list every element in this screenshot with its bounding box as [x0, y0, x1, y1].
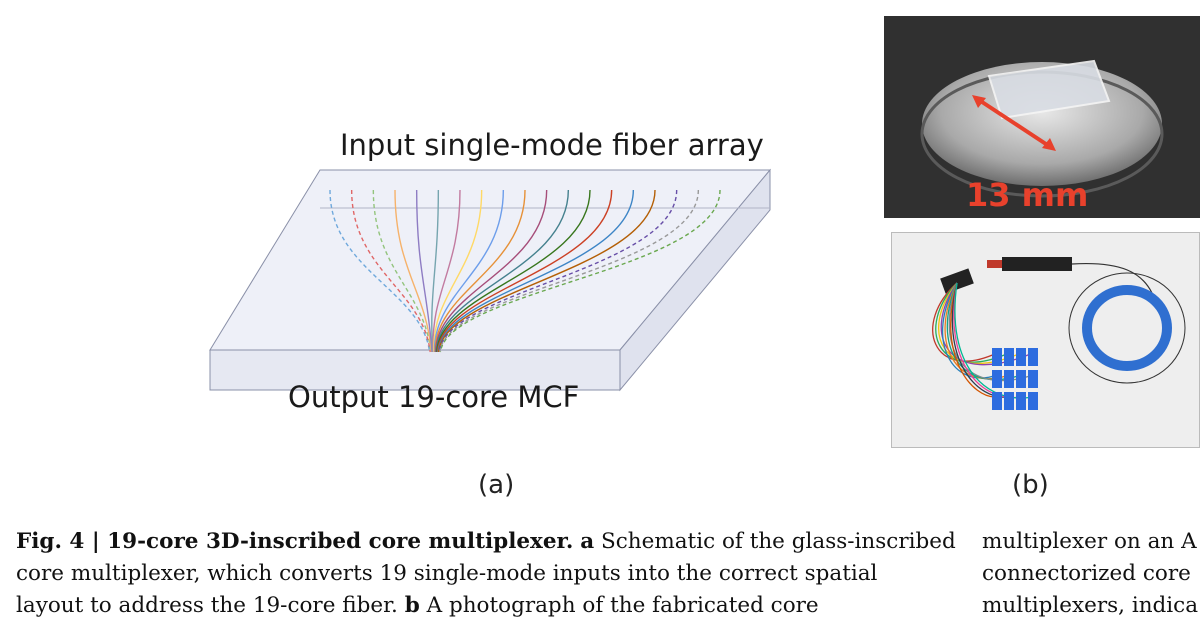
fiber-waveguide [438, 189, 678, 353]
figure-number: Fig. 4 | 19-core 3D-inscribed core multi… [16, 529, 574, 554]
subfigure-a-label: (a) [478, 470, 515, 500]
fiber-waveguide [435, 189, 570, 353]
sc-connector [1016, 392, 1026, 410]
fiber-waveguide [436, 189, 613, 353]
sc-connector [1016, 370, 1026, 388]
input-fiber-array-label: Input single-mode fiber array [340, 128, 764, 162]
fiber-waveguide [350, 189, 431, 353]
fiber-spool [1082, 285, 1172, 371]
coin-photo [884, 16, 1200, 218]
glass-chip-schematic [209, 168, 772, 392]
multiplexer-package [1002, 257, 1072, 271]
fiber-waveguides [329, 189, 721, 353]
caption-line-1: Fig. 4 | 19-core 3D-inscribed core multi… [16, 529, 956, 554]
fiber-waveguide [433, 189, 505, 353]
caption-right-column: multiplexer on an A connectorized core m… [982, 529, 1199, 618]
fiber-waveguide [434, 189, 526, 353]
glass-top-face [209, 169, 772, 351]
subfigure-b-label: (b) [1012, 470, 1049, 500]
fiber-waveguide [394, 189, 433, 353]
sc-connector [1004, 370, 1014, 388]
fiber-waveguide [439, 189, 721, 353]
caption-line-3: layout to address the 19-core fiber. b A… [16, 593, 819, 618]
sc-connector [1028, 370, 1038, 388]
sc-connector [1004, 348, 1014, 366]
fiber-waveguide [437, 189, 656, 353]
fiber-waveguide [436, 189, 591, 353]
part-b-marker: b [404, 593, 420, 618]
fanout-fiber [944, 282, 1010, 380]
sc-connector [992, 348, 1002, 366]
fiber-waveguide [432, 189, 461, 353]
fiber-waveguide [437, 189, 635, 353]
glass-chip [987, 59, 1111, 120]
fiber-waveguide [415, 189, 433, 353]
scale-label: 13 mm [966, 176, 1089, 214]
fanout-fiber [935, 282, 1010, 363]
sc-connector [992, 392, 1002, 410]
fiber-waveguide [372, 189, 432, 353]
caption-line-2: core multiplexer, which converts 19 sing… [16, 561, 878, 586]
fanout-fiber [950, 282, 998, 398]
fiber-waveguide [434, 189, 548, 353]
figure-caption: Fig. 4 | 19-core 3D-inscribed core multi… [16, 526, 956, 622]
fiber-waveguide [433, 189, 483, 353]
part-a-marker: a [580, 529, 595, 554]
packaged-multiplexer-photo [891, 232, 1200, 448]
glass-side-face [619, 168, 771, 392]
fiber-waveguide [431, 189, 440, 353]
fanout-fiber [932, 282, 998, 362]
sc-connector [1028, 348, 1038, 366]
sc-connector [1004, 392, 1014, 410]
fanout-fibers [932, 282, 1038, 410]
sc-connector [992, 370, 1002, 388]
scale-arrow [974, 96, 1054, 150]
fiber-waveguide [439, 189, 700, 353]
sc-connector [1016, 348, 1026, 366]
sc-connector [1028, 392, 1038, 410]
output-mcf-label: Output 19-core MCF [288, 380, 580, 414]
